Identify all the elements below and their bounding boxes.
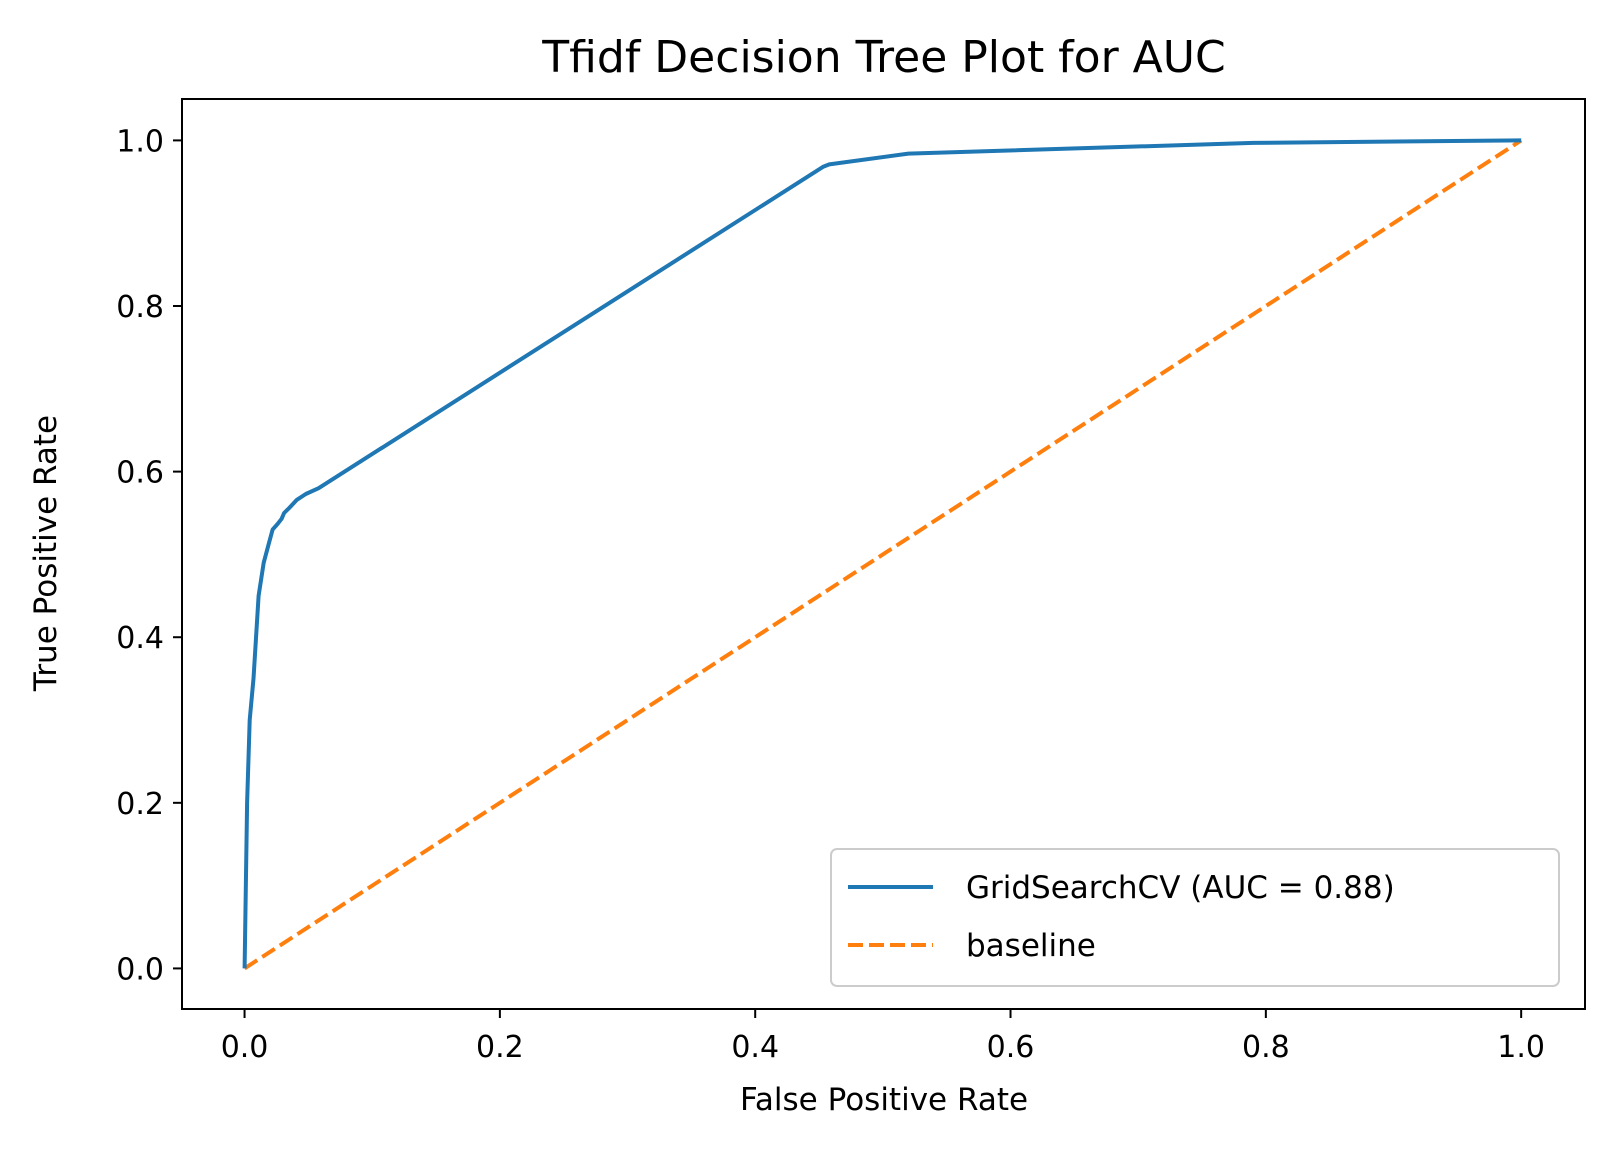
legend-label-gridsearchcv: GridSearchCV (AUC = 0.88) (966, 870, 1395, 906)
x-axis: 0.0 0.2 0.4 0.6 0.8 1.0 (221, 1009, 1545, 1065)
x-tick-label: 0.0 (221, 1030, 269, 1065)
x-axis-label: False Positive Rate (740, 1082, 1028, 1118)
x-tick-label: 0.4 (731, 1030, 779, 1065)
y-axis: 0.0 0.2 0.4 0.6 0.8 1.0 (116, 124, 182, 987)
y-axis-label: True Positive Rate (28, 415, 64, 692)
x-tick-label: 1.0 (1497, 1030, 1545, 1065)
x-tick-label: 0.2 (476, 1030, 524, 1065)
y-tick-label: 0.0 (116, 952, 164, 987)
y-tick-label: 0.4 (116, 621, 164, 656)
plot-area (242, 138, 1523, 971)
legend-label-baseline: baseline (966, 928, 1096, 964)
chart-title: Tfidf Decision Tree Plot for AUC (541, 32, 1225, 83)
y-tick-label: 0.2 (116, 787, 164, 822)
roc-curve-line (242, 138, 1522, 969)
legend: GridSearchCV (AUC = 0.88) baseline (830, 848, 1560, 987)
y-tick-label: 1.0 (116, 124, 164, 159)
axes-frame (181, 98, 1586, 1010)
y-tick-label: 0.8 (116, 290, 164, 325)
x-tick-label: 0.6 (987, 1030, 1035, 1065)
baseline-line (243, 138, 1523, 971)
legend-box (830, 848, 1560, 987)
x-tick-label: 0.8 (1242, 1030, 1290, 1065)
y-tick-label: 0.6 (116, 456, 164, 491)
